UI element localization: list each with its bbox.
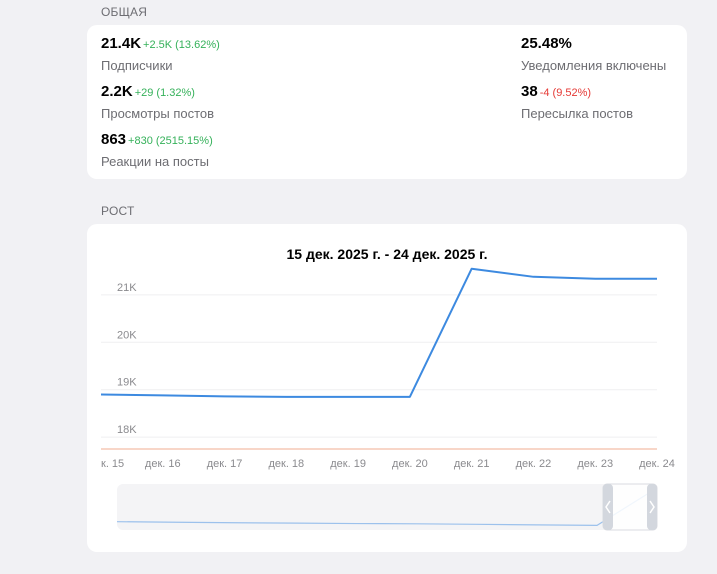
stat-value: 21.4K <box>101 35 142 52</box>
growth-chart-card: 15 дек. 2025 г. - 24 дек. 2025 г. 18K 19K… <box>87 224 687 552</box>
general-stats-card: 21.4K +2.5K (13.62%) Подписчики 2.2K +29 (… <box>87 25 687 179</box>
x-tick-label: дек. 24 <box>639 458 675 470</box>
y-tick-label: 19K <box>117 377 137 389</box>
x-tick-label: дек. 21 <box>454 458 490 470</box>
stat-forwards: 38 -4 (9.52%) Пересылка постов <box>521 83 633 121</box>
stat-label: Подписчики <box>101 58 173 73</box>
stat-notifications: 25.48% Уведомления включены <box>521 35 666 73</box>
navigator-series-line <box>116 487 658 526</box>
stat-label: Просмотры постов <box>101 106 215 121</box>
series-line <box>100 267 657 398</box>
stat-subscribers: 21.4K +2.5K (13.62%) Подписчики <box>101 35 220 73</box>
stat-label: Уведомления включены <box>521 58 667 73</box>
y-tick-label: 18K <box>117 424 137 436</box>
stat-label: Пересылка постов <box>521 106 633 121</box>
x-tick-label: дек. 19 <box>330 458 366 470</box>
x-tick-label: дек. 22 <box>516 458 552 470</box>
chevron-right-icon <box>649 500 655 514</box>
y-tick-label: 21K <box>117 282 137 294</box>
stat-label: Реакции на посты <box>101 154 209 169</box>
y-tick-label: 20K <box>117 329 137 341</box>
chevron-left-icon <box>605 500 611 514</box>
navigator-track <box>117 484 657 530</box>
stat-post-views: 2.2K +29 (1.32%) Просмотры постов <box>101 83 214 121</box>
x-tick-label: дек. 17 <box>207 458 243 470</box>
stat-delta: -4 (9.52%) <box>539 87 592 99</box>
stat-value: 25.48% <box>521 35 572 52</box>
stat-delta: +29 (1.32%) <box>134 87 195 99</box>
navigator-left-handle[interactable] <box>603 484 613 530</box>
stat-value: 863 <box>101 131 127 148</box>
chart-date-range-title: 15 дек. 2025 г. - 24 дек. 2025 г. <box>286 246 488 262</box>
stat-value: 38 <box>521 83 538 100</box>
x-tick-label: дек. 20 <box>392 458 428 470</box>
x-tick-label: дек. 16 <box>145 458 181 470</box>
x-tick-label: дек. 18 <box>268 458 304 470</box>
stat-value: 2.2K <box>101 83 133 100</box>
stat-delta: +830 (2515.15%) <box>128 135 213 147</box>
stat-reactions: 863 +830 (2515.15%) Реакции на посты <box>101 131 213 169</box>
stat-delta: +2.5K (13.62%) <box>143 39 220 51</box>
x-tick-label: дек. 23 <box>577 458 613 470</box>
x-tick-label: к. 15 <box>101 458 124 470</box>
section-title-general: ОБЩАЯ <box>101 5 148 19</box>
growth-chart[interactable]: 18K 19K 20K 21K к. 15 дек. 16 дек. 17 дек. 18 де… <box>87 224 687 552</box>
section-title-growth: РОСТ <box>101 204 135 218</box>
navigator-right-handle[interactable] <box>647 484 657 530</box>
